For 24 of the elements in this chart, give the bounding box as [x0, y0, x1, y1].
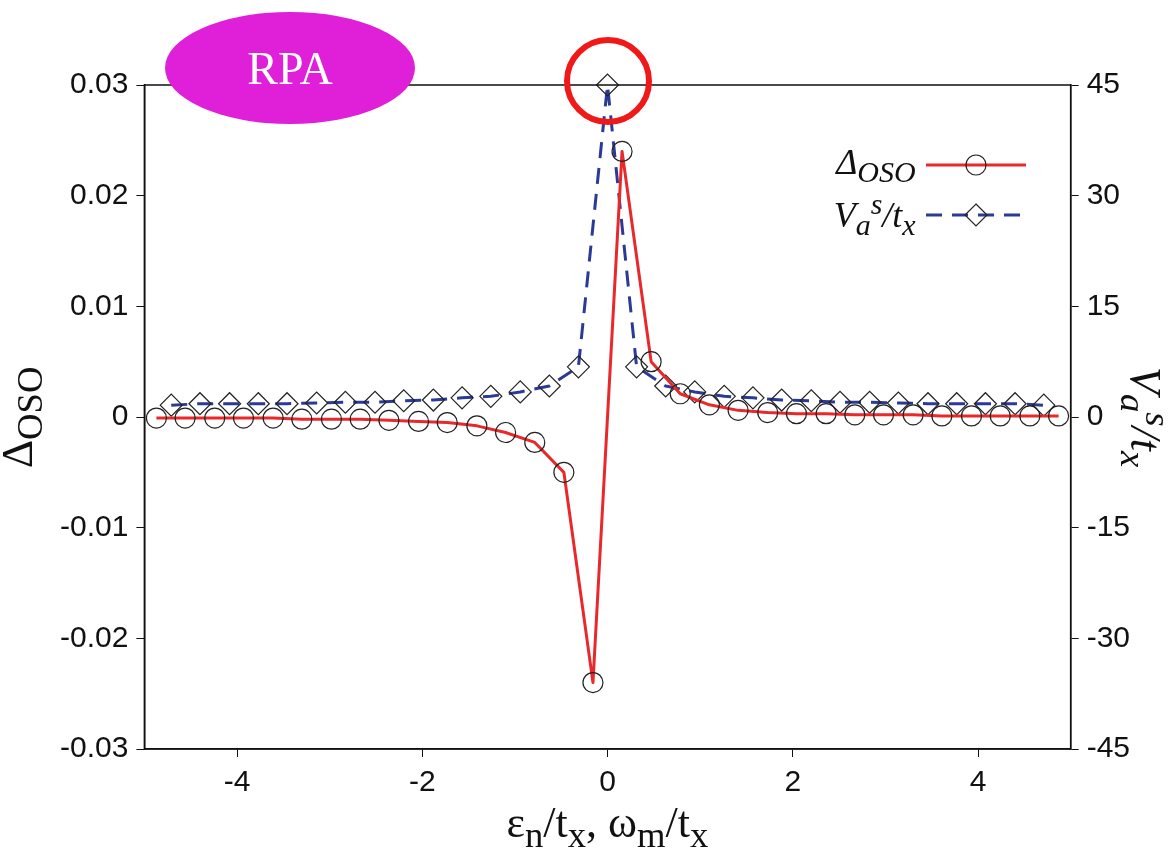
- y2-tick-label: 30: [1086, 176, 1121, 210]
- legend-label: V$_{a}$$^{s}$/t$_{x}$: [833, 187, 916, 243]
- y-tick-label: 0.01: [69, 287, 129, 321]
- y2-tick-label: -15: [1086, 508, 1130, 542]
- y2-tick-label: 0: [1086, 398, 1104, 432]
- x-tick-label: 2: [784, 764, 802, 798]
- x-tick-label: -4: [223, 764, 251, 798]
- x-tick-label: -2: [408, 764, 436, 798]
- x-tick-label: 4: [969, 764, 987, 798]
- y2-tick-label: -45: [1086, 730, 1130, 764]
- annotation: RPA: [247, 41, 333, 95]
- ellipse-badge: RPA: [165, 12, 415, 124]
- y-tick-label: -0.01: [59, 508, 129, 542]
- legend-label: Δ$_{OSO}$: [836, 140, 916, 190]
- x-tick-label: 0: [599, 764, 616, 798]
- y2-tick-label: 45: [1086, 66, 1121, 100]
- y-tick-label: -0.03: [59, 730, 129, 764]
- x-axis-title: ε$_{n}$/t$_{x}$, ω$_{m}$/t$_{x}$: [506, 797, 709, 854]
- y-tick-label: 0.02: [69, 176, 129, 210]
- y-tick-label: 0.03: [69, 66, 129, 100]
- y2-tick-label: -30: [1086, 619, 1130, 653]
- y2-tick-label: 15: [1086, 287, 1121, 321]
- y-tick-label: -0.02: [59, 619, 129, 653]
- y-tick-label: 0: [111, 398, 129, 432]
